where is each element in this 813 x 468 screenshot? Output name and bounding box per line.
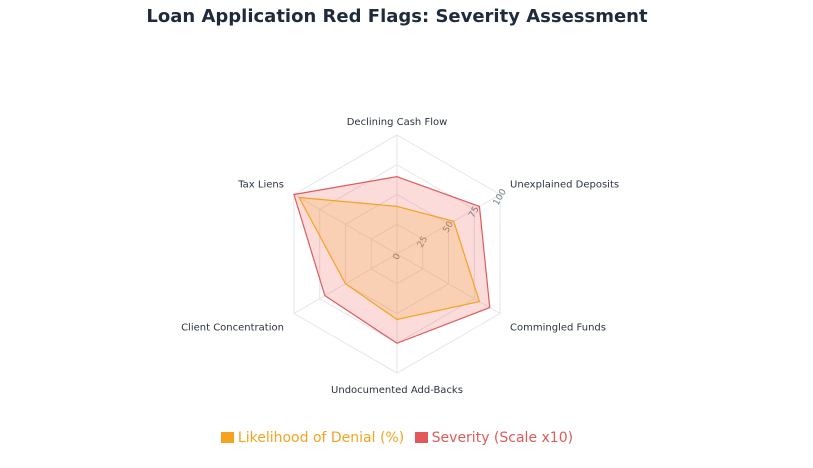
grid-spoke-1	[396, 194, 501, 255]
grid-spoke-5	[293, 194, 398, 255]
legend-swatch-severity	[414, 432, 428, 443]
legend-item-likelihood[interactable]: Likelihood of Denial (%)	[220, 430, 405, 446]
axis-labels: Declining Cash Flow Unexplained Deposits C…	[181, 117, 619, 396]
axis-label-undocumented-add-backs: Undocumented Add-Backs	[331, 385, 463, 396]
axis-label-commingled-funds: Commingled Funds	[510, 323, 606, 334]
series-layer	[293, 176, 491, 344]
axis-label-tax-liens: Tax Liens	[237, 180, 284, 191]
axis-label-unexplained-deposits: Unexplained Deposits	[510, 180, 619, 191]
tick-label-25: 25	[416, 235, 430, 250]
legend-swatch-likelihood	[220, 432, 234, 443]
legend: Likelihood of Denial (%) Severity (Scale…	[0, 430, 794, 446]
legend-item-severity[interactable]: Severity (Scale x10)	[414, 430, 574, 446]
series-likelihood-polygon	[298, 196, 481, 321]
axis-label-client-concentration: Client Concentration	[181, 323, 284, 334]
legend-label-severity: Severity (Scale x10)	[431, 430, 574, 446]
legend-label-likelihood: Likelihood of Denial (%)	[237, 430, 405, 446]
tick-label-0: 0	[392, 252, 404, 262]
grid-spoke-2	[396, 253, 501, 314]
chart-title: Loan Application Red Flags: Severity Ass…	[146, 6, 648, 27]
tick-label-100: 100	[492, 187, 509, 207]
tick-label-75: 75	[467, 205, 481, 220]
axis-label-declining-cash-flow: Declining Cash Flow	[347, 117, 448, 128]
